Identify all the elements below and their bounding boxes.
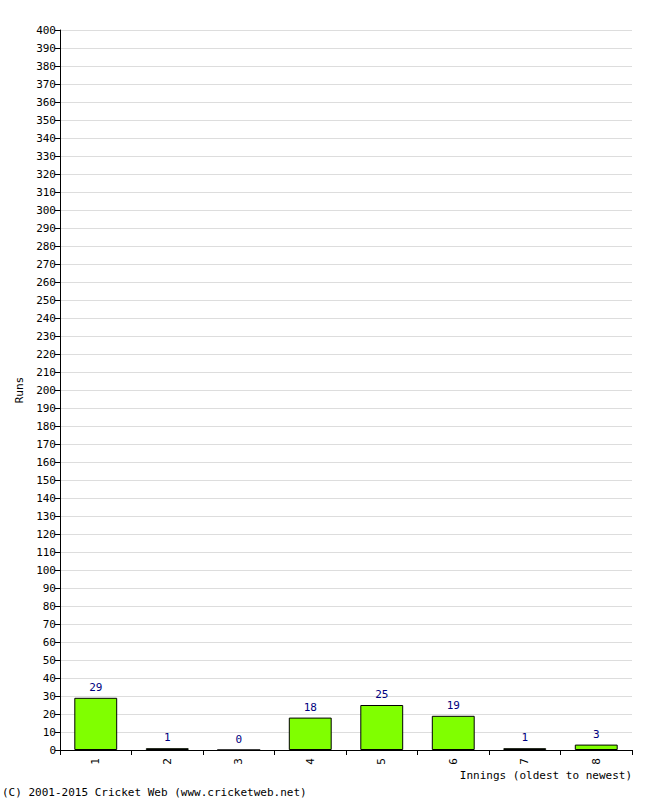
svg-text:400: 400: [36, 24, 56, 37]
svg-text:Innings (oldest to newest): Innings (oldest to newest): [460, 769, 632, 782]
svg-text:50: 50: [43, 654, 56, 667]
svg-text:220: 220: [36, 348, 56, 361]
svg-text:140: 140: [36, 492, 56, 505]
svg-text:1: 1: [521, 731, 528, 744]
svg-text:110: 110: [36, 546, 56, 559]
svg-text:5: 5: [375, 758, 388, 765]
svg-text:0: 0: [49, 744, 56, 757]
svg-text:20: 20: [43, 708, 56, 721]
svg-text:390: 390: [36, 42, 56, 55]
svg-text:300: 300: [36, 204, 56, 217]
svg-text:3: 3: [232, 758, 245, 765]
svg-text:230: 230: [36, 330, 56, 343]
svg-text:380: 380: [36, 60, 56, 73]
svg-text:25: 25: [375, 688, 388, 701]
svg-text:270: 270: [36, 258, 56, 271]
svg-text:250: 250: [36, 294, 56, 307]
svg-text:150: 150: [36, 474, 56, 487]
svg-text:280: 280: [36, 240, 56, 253]
svg-text:7: 7: [518, 758, 531, 765]
svg-text:180: 180: [36, 420, 56, 433]
svg-text:310: 310: [36, 186, 56, 199]
svg-text:29: 29: [89, 681, 102, 694]
svg-text:330: 330: [36, 150, 56, 163]
svg-text:1: 1: [89, 758, 102, 765]
svg-text:120: 120: [36, 528, 56, 541]
svg-text:18: 18: [304, 701, 317, 714]
svg-text:19: 19: [447, 699, 460, 712]
svg-text:80: 80: [43, 600, 56, 613]
svg-text:350: 350: [36, 114, 56, 127]
svg-text:70: 70: [43, 618, 56, 631]
svg-text:190: 190: [36, 402, 56, 415]
svg-text:340: 340: [36, 132, 56, 145]
svg-text:100: 100: [36, 564, 56, 577]
svg-text:160: 160: [36, 456, 56, 469]
svg-text:4: 4: [304, 758, 317, 765]
svg-text:2: 2: [161, 758, 174, 765]
svg-text:40: 40: [43, 672, 56, 685]
svg-text:(C) 2001-2015 Cricket Web (www: (C) 2001-2015 Cricket Web (www.cricketwe…: [2, 786, 307, 799]
svg-text:320: 320: [36, 168, 56, 181]
svg-text:200: 200: [36, 384, 56, 397]
svg-text:0: 0: [235, 733, 242, 746]
svg-text:290: 290: [36, 222, 56, 235]
svg-text:60: 60: [43, 636, 56, 649]
svg-text:170: 170: [36, 438, 56, 451]
svg-text:360: 360: [36, 96, 56, 109]
svg-text:370: 370: [36, 78, 56, 91]
svg-text:130: 130: [36, 510, 56, 523]
svg-text:Runs: Runs: [13, 377, 26, 404]
svg-text:210: 210: [36, 366, 56, 379]
svg-text:1: 1: [164, 731, 171, 744]
svg-text:90: 90: [43, 582, 56, 595]
svg-text:260: 260: [36, 276, 56, 289]
svg-text:10: 10: [43, 726, 56, 739]
svg-text:8: 8: [590, 758, 603, 765]
svg-text:3: 3: [593, 728, 600, 741]
svg-text:240: 240: [36, 312, 56, 325]
svg-text:30: 30: [43, 690, 56, 703]
svg-text:6: 6: [447, 758, 460, 765]
